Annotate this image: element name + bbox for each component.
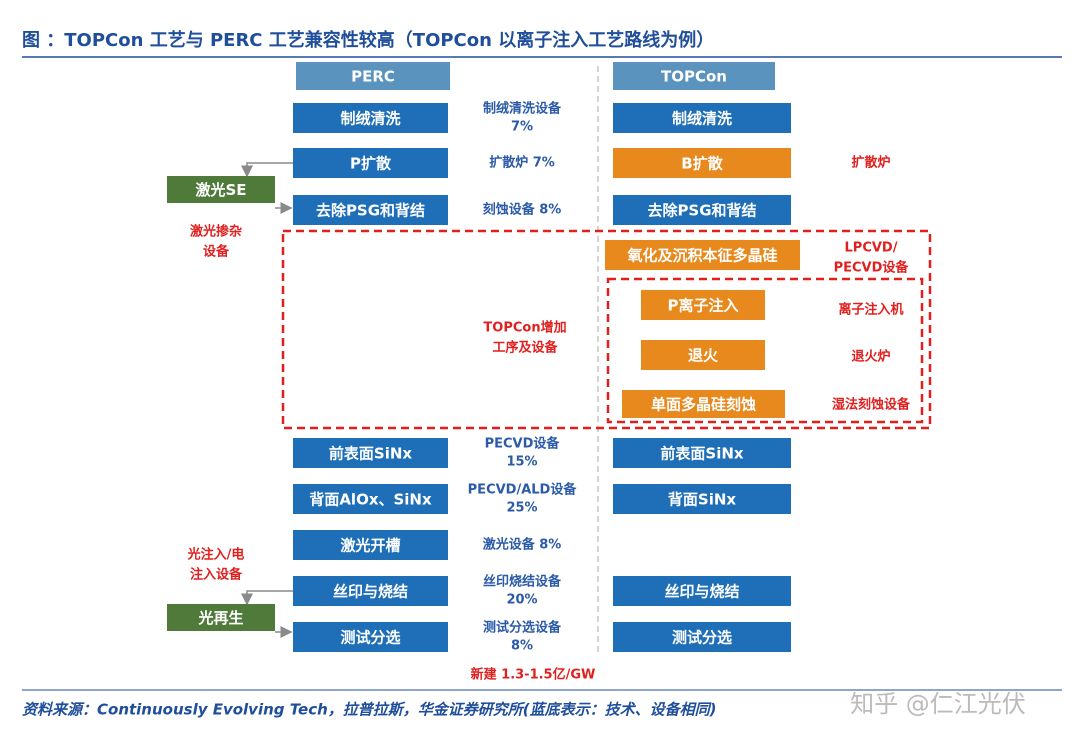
equipment-label: 15% [506,455,537,470]
topcon-step [613,484,791,514]
perc-side-box [167,176,275,203]
topcon-step-label: 单面多晶硅刻蚀 [651,396,756,414]
perc-header [296,62,450,90]
perc-side-label: 激光掺杂 [190,224,242,240]
topcon-step-label: 制绒清洗 [672,110,732,128]
topcon-step [613,438,791,468]
perc-step [293,484,448,514]
perc-step [293,103,448,133]
perc-step-label: 制绒清洗 [340,110,400,128]
perc-step-label: 丝印与烧结 [333,583,408,601]
perc-side-box [167,604,275,631]
perc-step-label: 前表面SiNx [329,445,412,463]
perc-side-label: 注入设备 [190,567,243,583]
investment: 新建 1.3-1.5亿/GW [471,667,596,683]
added-steps-frame [281,229,932,430]
topcon-step [613,622,791,652]
topcon-step [641,290,765,320]
arrow [241,162,293,178]
source: 资料来源：Continuously Evolving Tech，拉普拉斯，华金证… [22,701,717,719]
topcon-step-label: 氧化及沉积本征多晶硅 [626,247,777,265]
topcon-step [613,148,791,178]
topcon-equipment: 退火炉 [851,349,890,365]
equipment-label: 25% [506,501,537,516]
perc-header-label: PERC [351,68,395,86]
perc-step-label: 测试分选 [340,629,400,647]
perc-step-label: 去除PSG和背结 [316,202,425,220]
topcon-equipment: 离子注入机 [838,302,903,318]
extra-note: 工序及设备 [492,340,558,356]
topcon-equipment: 扩散炉 [851,155,890,171]
perc-step-label: P扩散 [350,155,392,173]
topcon-step [613,576,791,606]
perc-step [293,148,448,178]
topcon-step [613,103,791,133]
perc-step [293,576,448,606]
equipment-label: 20% [506,593,537,608]
topcon-step [641,340,765,370]
topcon-step-label: B扩散 [681,155,723,173]
perc-side-label: 设备 [203,244,230,260]
extra-note: TOPCon增加 [483,320,566,336]
topcon-step-label: 退火 [688,347,719,365]
topcon-equipment: PECVD设备 [834,260,910,276]
perc-step [293,438,448,468]
topcon-step [622,390,785,418]
perc-step-label: 激光开槽 [340,537,400,555]
perc-side-box-label: 激光SE [195,181,246,199]
equipment-label: 测试分选设备 [483,620,562,636]
perc-step [293,195,448,225]
topcon-step [605,240,800,270]
equipment-label: 扩散炉 7% [489,155,555,171]
equipment-label: 制绒清洗设备 [483,101,562,117]
topcon-step-label: P离子注入 [668,297,739,315]
topcon-step [613,195,791,225]
topcon-step-label: 前表面SiNx [660,445,743,463]
equipment-label: 7% [511,120,533,135]
perc-side-label: 光注入/电 [187,547,245,563]
topcon-equipment: 湿法刻蚀设备 [832,397,911,413]
equipment-label: PECVD设备 [485,436,561,452]
equipment-label: 丝印烧结设备 [483,574,562,590]
equipment-label: PECVD/ALD设备 [468,482,578,498]
perc-side-box-label: 光再生 [197,609,243,627]
perc-step [293,530,448,560]
arrow [241,590,293,606]
topcon-step-label: 背面SiNx [668,491,736,509]
topcon-step-label: 丝印与烧结 [664,583,739,601]
topcon-step-label: 去除PSG和背结 [647,202,756,220]
perc-step [293,622,448,652]
equipment-label: 8% [511,639,533,654]
equipment-label: 刻蚀设备 8% [483,202,562,218]
watermark: 知乎 @仁江光伏 [850,690,1026,718]
topcon-equipment: LPCVD/ [845,241,898,256]
topcon-header [613,62,775,90]
ion-implant-frame [606,277,924,424]
perc-step-label: 背面AlOx、SiNx [309,491,432,509]
topcon-header-label: TOPCon [661,68,727,86]
equipment-label: 激光设备 8% [483,537,562,553]
topcon-step-label: 测试分选 [672,629,732,647]
title: 图 ：TOPCon 工艺与 PERC 工艺兼容性较高（TOPCon 以离子注入工… [22,29,714,51]
